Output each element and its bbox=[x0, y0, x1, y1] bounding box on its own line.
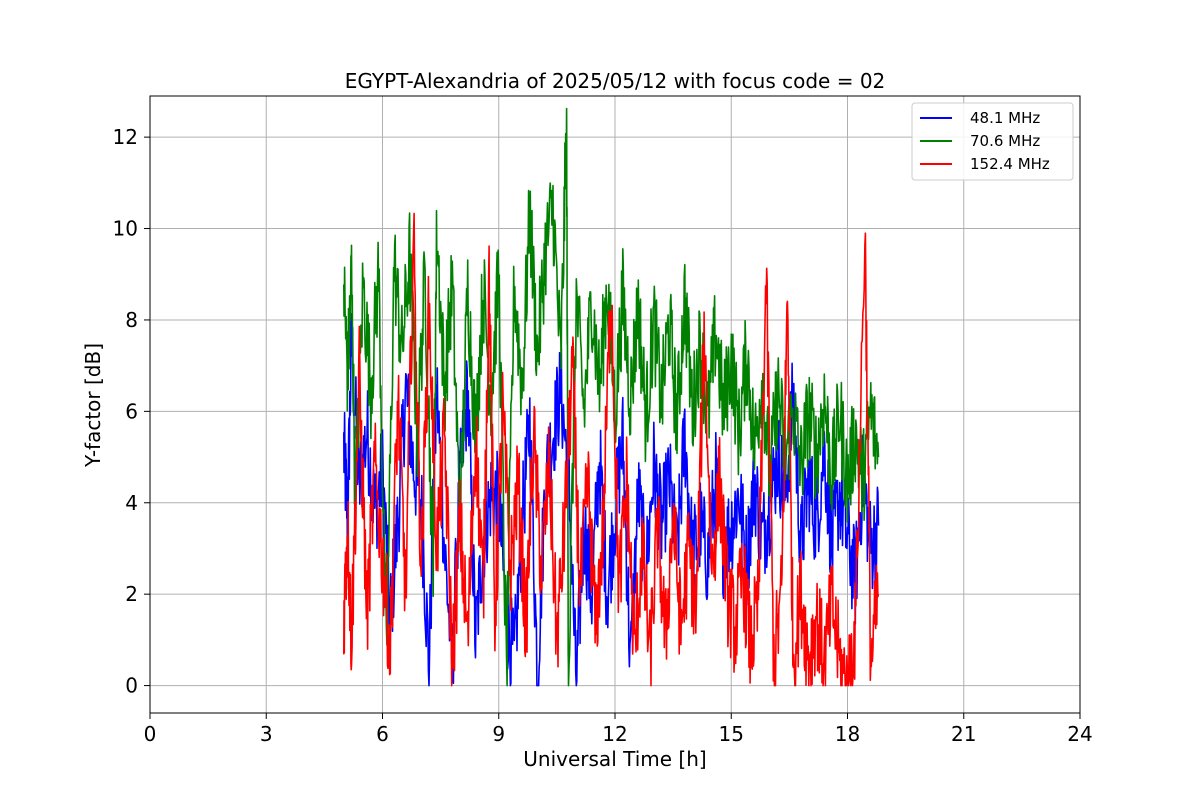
chart-title: EGYPT-Alexandria of 2025/05/12 with focu… bbox=[345, 69, 886, 93]
legend: 48.1 MHz 70.6 MHz 152.4 MHz bbox=[911, 102, 1074, 181]
series-line-1 bbox=[343, 107, 880, 687]
y-tick-label: 2 bbox=[125, 582, 138, 606]
x-tick-label: 21 bbox=[951, 722, 976, 746]
legend-label-0: 48.1 MHz bbox=[970, 109, 1040, 127]
y-tick-label: 12 bbox=[113, 125, 138, 149]
x-tick-label: 9 bbox=[492, 722, 505, 746]
y-tick-label: 6 bbox=[125, 399, 138, 423]
y-tick-label: 4 bbox=[125, 491, 138, 515]
y-tick-label: 10 bbox=[113, 217, 138, 241]
y-tick-label: 0 bbox=[125, 674, 138, 698]
x-tick-label: 3 bbox=[260, 722, 273, 746]
series-line-0 bbox=[343, 312, 880, 687]
x-tick-label: 0 bbox=[144, 722, 157, 746]
x-tick-label: 18 bbox=[835, 722, 860, 746]
x-tick-label: 12 bbox=[602, 722, 627, 746]
x-axis-label: Universal Time [h] bbox=[523, 747, 706, 771]
x-tick-label: 15 bbox=[719, 722, 744, 746]
series-layer bbox=[343, 107, 880, 687]
legend-label-1: 70.6 MHz bbox=[970, 132, 1040, 150]
x-tick-label: 24 bbox=[1067, 722, 1092, 746]
x-tick-label: 6 bbox=[376, 722, 389, 746]
series-line-2 bbox=[343, 212, 880, 687]
y-axis-label: Y-factor [dB] bbox=[81, 343, 105, 468]
legend-label-2: 152.4 MHz bbox=[970, 155, 1050, 173]
legend-box bbox=[911, 102, 1074, 181]
y-tick-label: 8 bbox=[125, 308, 138, 332]
